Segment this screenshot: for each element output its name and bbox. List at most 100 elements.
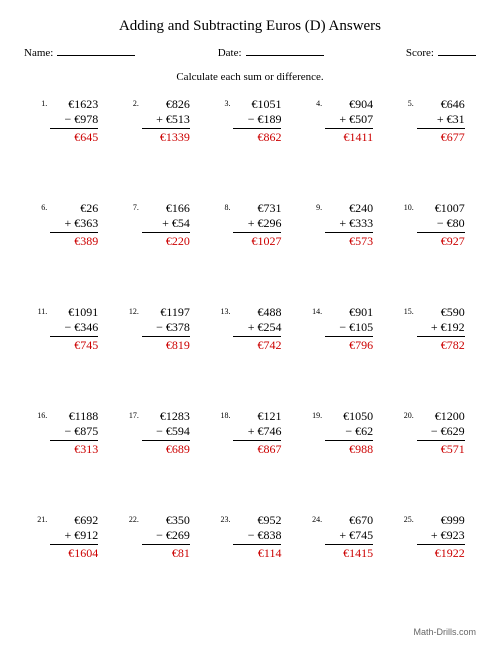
score-label: Score: <box>406 47 434 59</box>
problem-rule <box>233 336 281 337</box>
problem: 13.€488+ €254€742 <box>207 305 293 379</box>
problem-rule <box>233 440 281 441</box>
problem: 11.€1091− €346€745 <box>24 305 110 379</box>
operand-bottom: + €507 <box>325 112 373 127</box>
operand-bottom: − €62 <box>325 424 373 439</box>
operand-top: €999 <box>417 513 465 528</box>
problem-answer: €1027 <box>233 234 281 249</box>
problem-stack: €904+ €507€1411 <box>325 97 373 145</box>
problem-rule <box>233 128 281 129</box>
score-field: Score: <box>406 45 476 59</box>
operand-bottom: − €875 <box>50 424 98 439</box>
operand-top: €1623 <box>50 97 98 112</box>
date-field: Date: <box>218 45 324 59</box>
problem-stack: €646+ €31 €677 <box>417 97 465 145</box>
operand-bottom: − €594 <box>142 424 190 439</box>
problem-stack: €166+ €54 €220 <box>142 201 190 249</box>
problem-number: 6. <box>35 201 47 212</box>
problem: 16.€1188− €875€313 <box>24 409 110 483</box>
problem-answer: €1604 <box>50 546 98 561</box>
problem-rule <box>417 336 465 337</box>
worksheet-page: Adding and Subtracting Euros (D) Answers… <box>0 0 500 647</box>
problem-answer: €862 <box>233 130 281 145</box>
problem-stack: €590+ €192€782 <box>417 305 465 353</box>
problem-rule <box>417 128 465 129</box>
operand-bottom: + €54 <box>142 216 190 231</box>
problem-stack: €1091− €346€745 <box>50 305 98 353</box>
problem-answer: €677 <box>417 130 465 145</box>
problem: 9.€240+ €333€573 <box>299 201 385 275</box>
problem-number: 4. <box>310 97 322 108</box>
problem-stack: €1188− €875€313 <box>50 409 98 457</box>
operand-bottom: − €80 <box>417 216 465 231</box>
problem: 14.€901− €105€796 <box>299 305 385 379</box>
problem-number: 20. <box>402 409 414 420</box>
problem-rule <box>50 128 98 129</box>
problem: 19.€1050− €62€988 <box>299 409 385 483</box>
problem-answer: €220 <box>142 234 190 249</box>
problem: 1.€1623− €978€645 <box>24 97 110 171</box>
operand-top: €166 <box>142 201 190 216</box>
problem-answer: €988 <box>325 442 373 457</box>
problem-number: 15. <box>402 305 414 316</box>
problem: 4.€904+ €507€1411 <box>299 97 385 171</box>
operand-bottom: − €378 <box>142 320 190 335</box>
problem: 17.€1283− €594€689 <box>116 409 202 483</box>
problem-stack: €350− €269€81 <box>142 513 190 561</box>
problem-stack: €1283− €594€689 <box>142 409 190 457</box>
operand-bottom: + €363 <box>50 216 98 231</box>
operand-top: €1197 <box>142 305 190 320</box>
operand-bottom: + €745 <box>325 528 373 543</box>
problem-number: 13. <box>218 305 230 316</box>
problem-number: 22. <box>127 513 139 524</box>
problem: 2.€826+ €513€1339 <box>116 97 202 171</box>
operand-top: €350 <box>142 513 190 528</box>
problem-stack: €1197− €378€819 <box>142 305 190 353</box>
problem: 6.€26+ €363€389 <box>24 201 110 275</box>
problem-stack: €692+ €912€1604 <box>50 513 98 561</box>
operand-bottom: + €254 <box>233 320 281 335</box>
problem: 20.€1200− €629€571 <box>390 409 476 483</box>
operand-bottom: + €192 <box>417 320 465 335</box>
operand-bottom: + €31 <box>417 112 465 127</box>
problem: 24.€670+ €745€1415 <box>299 513 385 587</box>
operand-bottom: + €746 <box>233 424 281 439</box>
problem-stack: €240+ €333€573 <box>325 201 373 249</box>
problem-rule <box>325 544 373 545</box>
operand-bottom: − €269 <box>142 528 190 543</box>
operand-top: €952 <box>233 513 281 528</box>
operand-top: €670 <box>325 513 373 528</box>
operand-top: €121 <box>233 409 281 424</box>
problem-rule <box>142 232 190 233</box>
score-blank <box>438 45 476 56</box>
problem-rule <box>417 544 465 545</box>
problem: 10.€1007− €80€927 <box>390 201 476 275</box>
operand-top: €826 <box>142 97 190 112</box>
problem-stack: €731+ €296€1027 <box>233 201 281 249</box>
operand-top: €646 <box>417 97 465 112</box>
problem: 23.€952− €838€114 <box>207 513 293 587</box>
problem-rule <box>233 544 281 545</box>
problem-number: 8. <box>218 201 230 212</box>
problem-rule <box>50 440 98 441</box>
name-blank <box>57 45 135 56</box>
problem-stack: €952− €838€114 <box>233 513 281 561</box>
problem: 18.€121+ €746€867 <box>207 409 293 483</box>
operand-top: €240 <box>325 201 373 216</box>
problem-rule <box>142 440 190 441</box>
operand-bottom: − €978 <box>50 112 98 127</box>
name-label: Name: <box>24 47 53 59</box>
problem-rule <box>233 232 281 233</box>
problem-answer: €867 <box>233 442 281 457</box>
problem-rule <box>325 336 373 337</box>
problem-rule <box>50 544 98 545</box>
problem-answer: €796 <box>325 338 373 353</box>
problem-number: 19. <box>310 409 322 420</box>
problem-rule <box>50 336 98 337</box>
problem-stack: €826+ €513€1339 <box>142 97 190 145</box>
problem-number: 2. <box>127 97 139 108</box>
problem-rule <box>417 440 465 441</box>
problem-answer: €114 <box>233 546 281 561</box>
problem-stack: €1051− €189€862 <box>233 97 281 145</box>
problem-number: 12. <box>127 305 139 316</box>
